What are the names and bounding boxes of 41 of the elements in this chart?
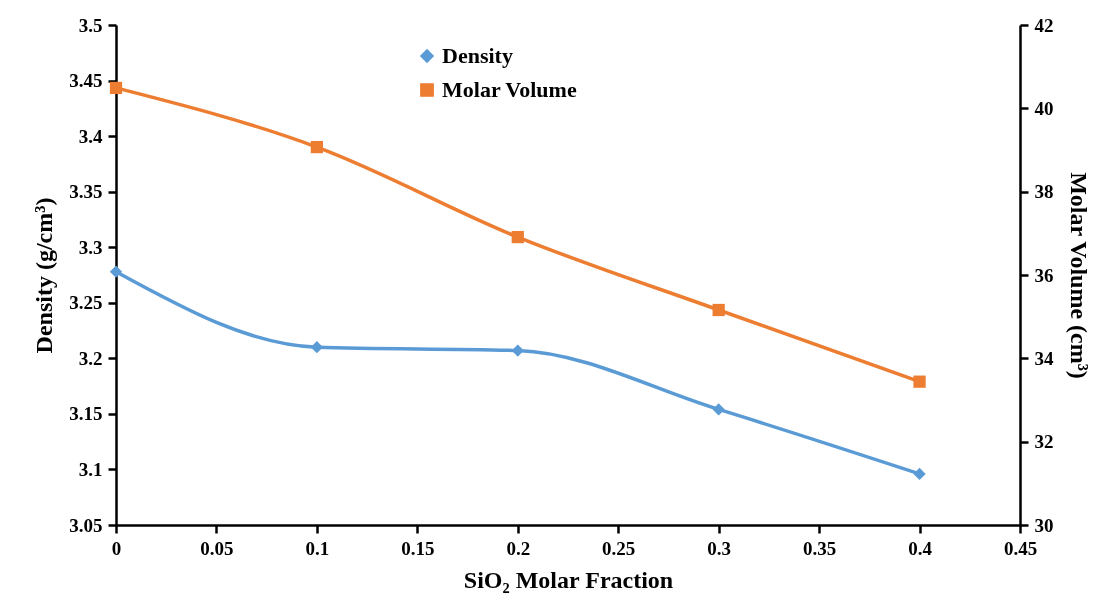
x-tick-label: 0 — [111, 537, 122, 559]
y-tick-label: 3.35 — [69, 181, 103, 203]
x-tick-label: 0.3 — [707, 537, 732, 559]
y2-tick-label: 38 — [1034, 181, 1054, 203]
x-tick-label: 0.2 — [506, 537, 531, 559]
y-tick-label: 3.05 — [69, 514, 103, 536]
y2-tick-label: 30 — [1034, 514, 1054, 536]
y2-tick-label: 32 — [1034, 431, 1054, 453]
x-tick-label: 0.1 — [305, 537, 330, 559]
x-tick-label: 0.05 — [200, 537, 234, 559]
y2-tick-label: 40 — [1034, 97, 1054, 119]
y2-tick-label: 36 — [1034, 264, 1054, 286]
y-axis-title: Density (g/cm³) — [31, 197, 58, 354]
point — [712, 303, 725, 317]
point — [310, 341, 324, 354]
point — [511, 230, 524, 244]
x-axis-title: SiO₂ Molar Fraction — [463, 566, 674, 593]
legend-label: Molar Volume — [442, 77, 577, 102]
point — [712, 403, 725, 416]
y-tick-label: 3.3 — [78, 236, 103, 258]
y-tick-label: 3.5 — [78, 14, 103, 36]
y-tick-label: 3.25 — [69, 292, 103, 314]
x-tick-label: 0.25 — [602, 537, 636, 559]
y-tick-label: 3.2 — [78, 347, 103, 369]
y-tick-label: 3.1 — [78, 458, 103, 480]
point — [109, 265, 123, 278]
x-tick-label: 0.35 — [802, 537, 837, 559]
y-tick-label: 3.15 — [69, 403, 103, 425]
point — [310, 140, 324, 154]
y2-tick-label: 42 — [1034, 14, 1054, 36]
x-tick-label: 0.15 — [401, 537, 435, 559]
point — [109, 81, 123, 95]
x-tick-label: 0.45 — [1003, 537, 1038, 559]
y2-axis-title: Molar Volume (cm³) — [1065, 172, 1092, 379]
point — [913, 375, 926, 388]
y-tick-label: 3.45 — [69, 70, 103, 92]
legend-label: Density — [442, 43, 513, 68]
y-tick-label: 3.4 — [78, 125, 103, 147]
y2-tick-label: 34 — [1034, 347, 1054, 369]
point — [913, 467, 926, 481]
x-tick-label: 0.4 — [908, 537, 933, 559]
